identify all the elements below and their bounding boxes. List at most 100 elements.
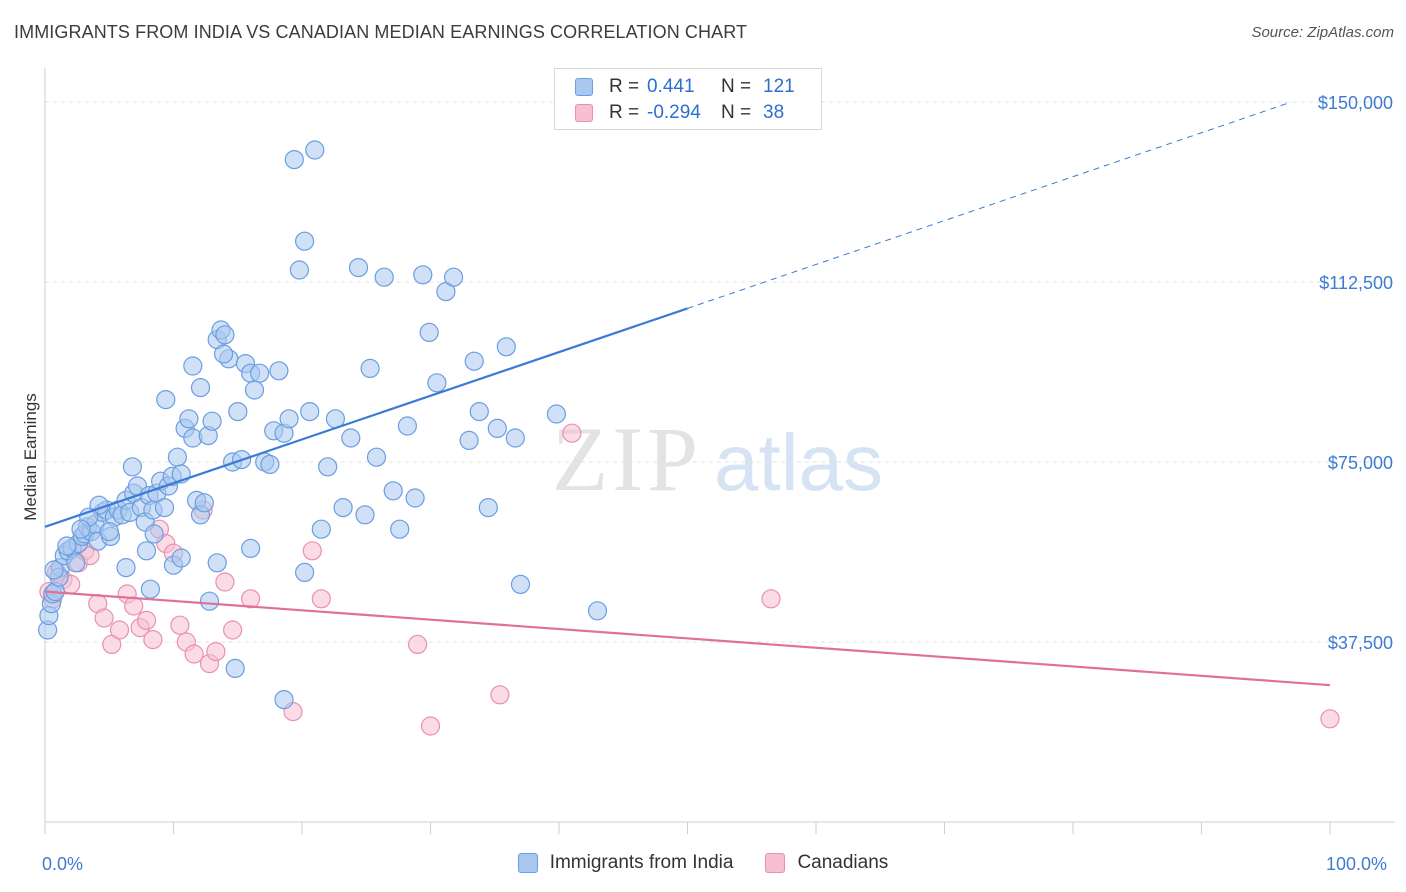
india-point: [360, 358, 380, 378]
legend-r-value: -0.294: [647, 102, 701, 123]
india-point: [154, 498, 175, 518]
india-point: [295, 562, 315, 583]
canadians-point: [109, 620, 130, 640]
india-point: [295, 231, 315, 251]
india-point: [144, 524, 164, 544]
legend-r-label: R =: [609, 102, 640, 123]
watermark-zip: ZIP: [552, 408, 702, 510]
india-point: [464, 351, 484, 371]
india-point: [194, 493, 214, 513]
canadians-point: [420, 716, 441, 736]
canadians-point: [206, 641, 226, 662]
legend-item-india[interactable]: Immigrants from India: [517, 852, 734, 874]
india-point: [260, 454, 280, 474]
canadians-trendline: [44, 590, 1331, 687]
india-point: [167, 447, 187, 467]
india-point: [390, 519, 410, 539]
axes: [44, 68, 1395, 834]
y-tick-labels: $150,000 $112,500 $75,000 $37,500: [1318, 93, 1393, 653]
india-point: [215, 325, 235, 345]
y-tick-label: $150,000: [1318, 93, 1393, 113]
india-point: [250, 363, 270, 383]
india-point: [289, 260, 309, 280]
india-point: [122, 457, 142, 477]
india-point: [318, 457, 338, 477]
canadians-point: [143, 629, 163, 650]
canadians-point: [241, 589, 261, 609]
legend-swatch-canadians: [765, 853, 786, 873]
canadians-point: [311, 589, 331, 609]
india-point: [444, 267, 464, 287]
india-point: [99, 521, 119, 542]
india-point: [305, 140, 325, 160]
india-point: [311, 519, 331, 539]
india-trendline: [44, 307, 688, 528]
y-tick-label: $112,500: [1319, 273, 1393, 293]
india-point: [496, 337, 516, 357]
x-tick-label-min: 0.0%: [42, 854, 83, 874]
canadians-point: [94, 608, 114, 628]
legend-swatch-india: [517, 853, 538, 873]
india-point: [183, 356, 203, 376]
india-point: [57, 536, 77, 556]
india-point: [71, 519, 91, 539]
india-point: [116, 557, 136, 578]
canadians-point: [223, 620, 243, 640]
watermark: ZIP atlas: [552, 408, 883, 510]
india-point: [171, 548, 191, 568]
y-axis-label: Median Earnings: [21, 393, 40, 521]
canadians-point: [215, 572, 235, 592]
legend-n-label: N =: [721, 102, 752, 123]
legend-label-india: Immigrants from India: [549, 852, 734, 873]
india-point: [214, 344, 234, 364]
india-point: [279, 409, 299, 429]
india-point: [140, 579, 160, 599]
legend-item-canadians[interactable]: Canadians: [765, 852, 888, 874]
canadians-point: [562, 423, 582, 443]
india-point: [300, 402, 320, 422]
india-point: [190, 378, 211, 398]
india-point: [179, 409, 199, 429]
legend-label-canadians: Canadians: [797, 852, 889, 873]
india-point: [225, 658, 245, 679]
canadians-point: [136, 610, 157, 631]
canadians-point: [490, 685, 510, 705]
india-point: [244, 380, 265, 400]
chart-source: Source: ZipAtlas.com: [1251, 24, 1394, 41]
series-india-points: [37, 140, 608, 710]
india-point: [397, 416, 417, 436]
india-point: [228, 402, 248, 422]
y-tick-label: $37,500: [1328, 633, 1393, 653]
india-point: [383, 481, 403, 501]
india-point: [355, 505, 375, 525]
india-point: [487, 418, 507, 438]
legend-r-label: R =: [609, 76, 640, 97]
legend-row-canadians: R = -0.294 N = 38: [575, 101, 784, 125]
india-trendline-extension: [687, 101, 1292, 309]
trendlines: [44, 101, 1331, 687]
india-point: [419, 322, 439, 342]
india-point: [66, 553, 86, 573]
canadians-point: [408, 634, 428, 655]
india-point: [510, 574, 531, 595]
canadians-point: [184, 644, 204, 664]
canadians-point: [302, 541, 322, 561]
india-point: [374, 267, 394, 287]
india-point: [427, 373, 447, 393]
legend-swatch-canadians: [575, 104, 593, 122]
legend-n-value: 121: [763, 76, 795, 97]
india-point: [459, 430, 479, 450]
y-tick-label: $75,000: [1328, 453, 1393, 473]
india-point: [405, 488, 425, 508]
india-point: [202, 411, 222, 431]
india-point: [44, 560, 64, 580]
x-tick-labels: 0.0% 100.0%: [42, 854, 1387, 874]
india-point: [478, 498, 498, 518]
legend-row-india: R = 0.441 N = 121: [575, 75, 795, 99]
india-point: [284, 150, 304, 170]
chart-title: IMMIGRANTS FROM INDIA VS CANADIAN MEDIAN…: [14, 22, 748, 42]
legend-swatch-india: [575, 78, 593, 96]
india-point: [207, 553, 227, 573]
india-point: [269, 361, 289, 381]
